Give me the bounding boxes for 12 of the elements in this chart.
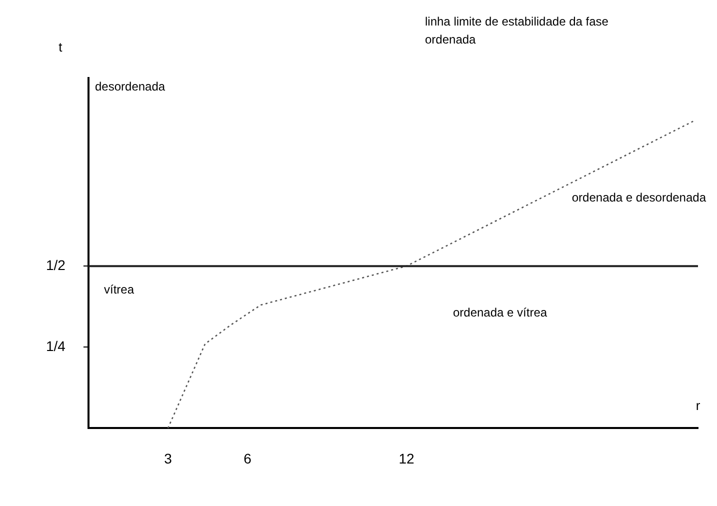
x-axis-title: r [696,398,701,413]
text: linha limite de estabilidade da fase ordenada [425,14,609,46]
y-axis-title: t [58,40,63,55]
x-tick-label: 12 [398,450,414,466]
annotation: ordenada e desordenada [572,190,706,204]
y-tick-label: 1/2 [46,256,66,273]
annotation: ordenada e vítrea [452,305,548,320]
x-tick-label: 3 [164,450,172,466]
annotation: desordenada [95,79,166,94]
annotation: vítrea [104,282,134,296]
y-tick-label: 1/4 [46,338,66,354]
x-tick-label: 6 [244,450,252,466]
